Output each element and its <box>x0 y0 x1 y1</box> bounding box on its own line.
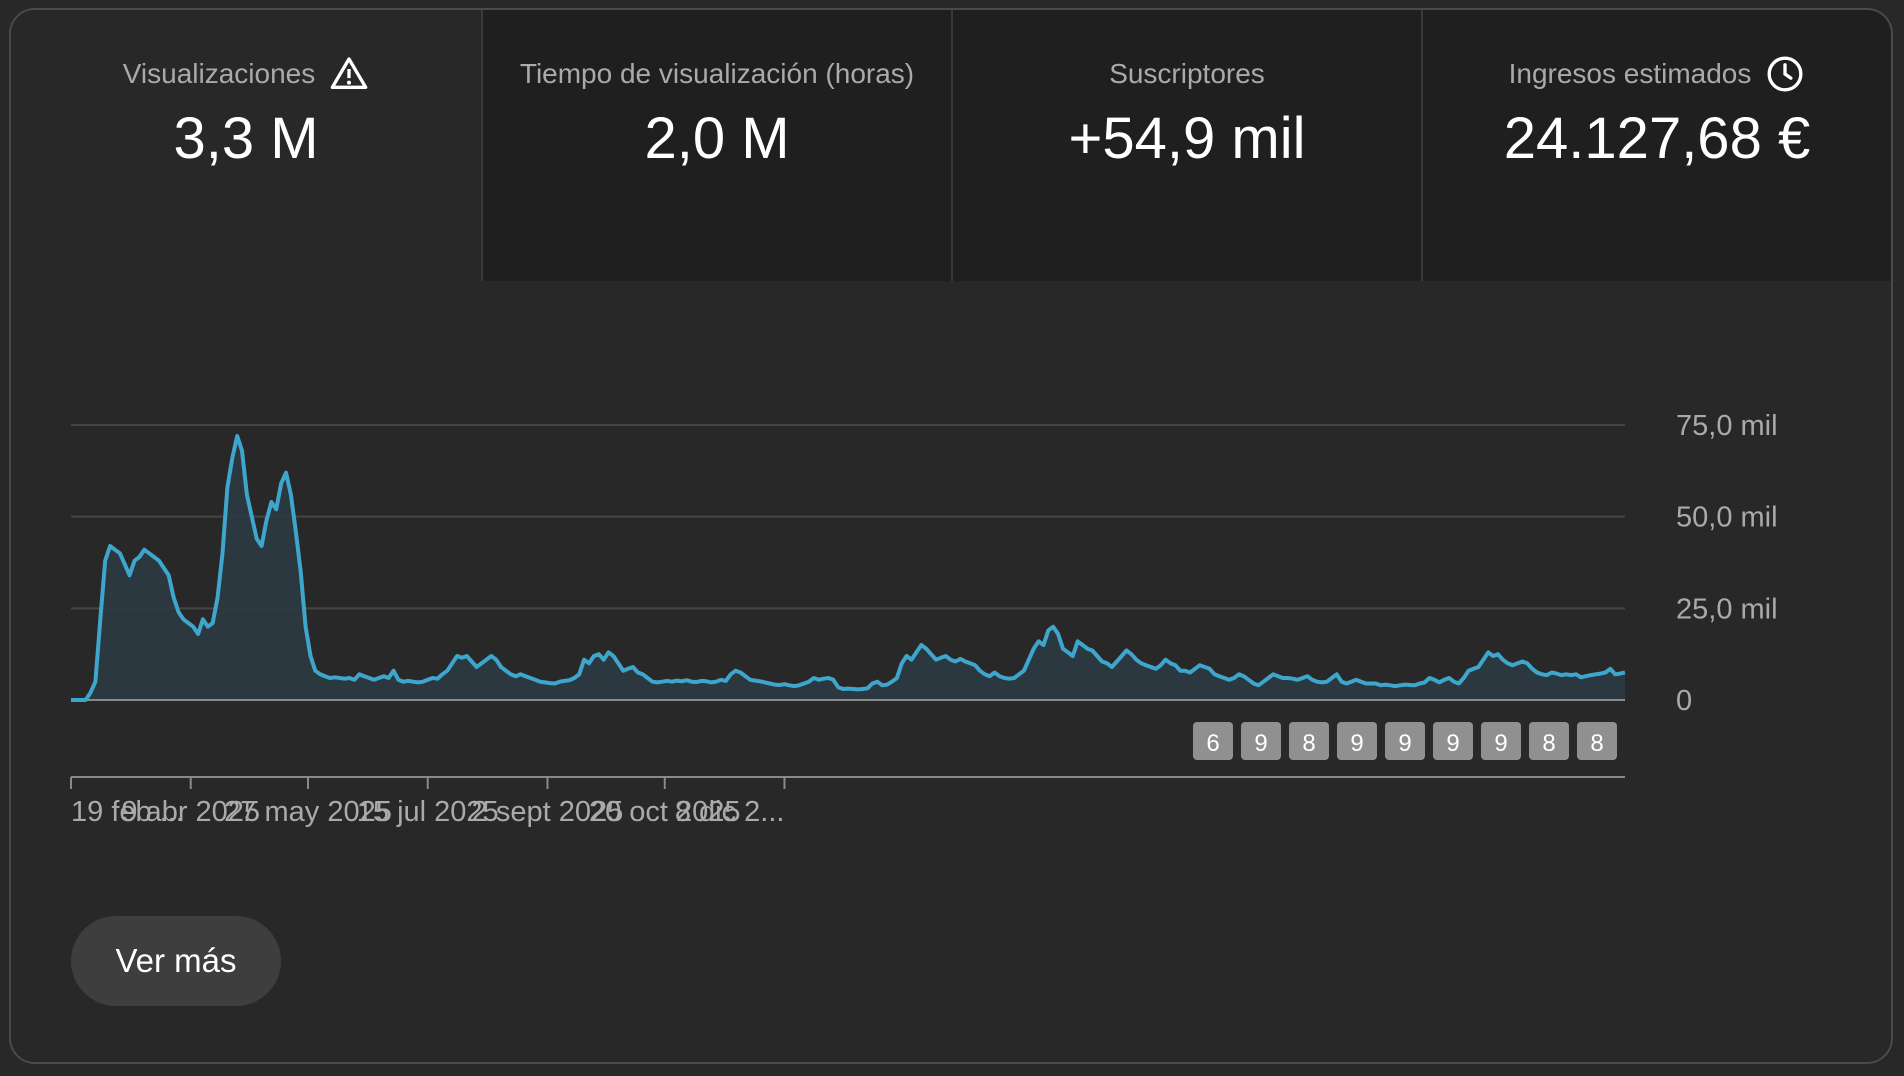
tab-title: Visualizaciones <box>11 54 481 94</box>
event-marker <box>1193 722 1233 760</box>
event-marker <box>1577 722 1617 760</box>
tab-revenue[interactable]: Ingresos estimados 24.127,68 € <box>1421 10 1891 281</box>
tab-value: 24.127,68 € <box>1503 106 1811 171</box>
warning-icon <box>330 57 368 90</box>
x-tick-label: 9 abr 2025 <box>121 796 260 828</box>
event-marker <box>1529 722 1569 760</box>
x-tick-label: 20 oct 2025 <box>589 796 741 828</box>
event-marker <box>1481 722 1521 760</box>
y-tick-label: 50,0 mil <box>1676 502 1778 534</box>
event-marker-label: 6 <box>1206 730 1219 757</box>
event-marker-label: 9 <box>1254 730 1267 757</box>
event-marker <box>1337 722 1377 760</box>
event-marker-label: 9 <box>1446 730 1459 757</box>
event-marker-label: 8 <box>1542 730 1555 757</box>
event-marker <box>1241 722 1281 760</box>
event-marker-label: 8 <box>1590 730 1603 757</box>
x-tick-label: 2 sept 2025 <box>472 796 624 828</box>
see-more-button[interactable]: Ver más <box>71 916 281 1006</box>
tab-value: 3,3 M <box>173 106 319 171</box>
event-marker <box>1289 722 1329 760</box>
event-marker-label: 8 <box>1302 730 1315 757</box>
chart-area: 0 25,0 mil 50,0 mil 75,0 mil 6 9 8 9 9 9 9 8 8 19 feb… <box>11 281 1891 841</box>
tab-watch-time[interactable]: Tiempo de visualización (horas) 2,0 M <box>481 10 951 281</box>
tab-title-label: Visualizaciones <box>122 58 316 89</box>
event-marker-label: 9 <box>1494 730 1507 757</box>
views-line-chart: 0 25,0 mil 50,0 mil 75,0 mil 6 9 8 9 9 9 9 8 8 19 feb… <box>70 410 1778 828</box>
x-tick-label: 27 may 2025 <box>224 796 392 828</box>
tab-subscribers[interactable]: Suscriptores +54,9 mil <box>951 10 1421 281</box>
x-tick-label: 8 dic 2... <box>675 796 785 828</box>
tab-title: Tiempo de visualización (horas) <box>483 54 951 94</box>
series-line <box>71 434 1626 702</box>
y-tick-label: 0 <box>1676 685 1692 717</box>
series-area <box>71 436 1625 700</box>
tab-title: Suscriptores <box>953 54 1421 94</box>
analytics-card: Visualizaciones 3,3 M Tiempo de visualiz… <box>9 8 1893 1064</box>
metric-tabs: Visualizaciones 3,3 M Tiempo de visualiz… <box>11 10 1891 281</box>
tab-title-label: Ingresos estimados <box>1508 58 1752 89</box>
tab-title-label: Suscriptores <box>1109 58 1265 89</box>
event-marker-label: 9 <box>1398 730 1411 757</box>
event-marker-label: 9 <box>1350 730 1363 757</box>
tab-value: 2,0 M <box>644 106 790 171</box>
x-tick-label: 19 feb ... <box>71 796 184 828</box>
tab-title: Ingresos estimados <box>1423 54 1891 94</box>
tab-views[interactable]: Visualizaciones 3,3 M <box>11 10 481 281</box>
event-marker <box>1433 722 1473 760</box>
clock-icon <box>1767 56 1803 92</box>
tab-value: +54,9 mil <box>1068 106 1306 171</box>
event-marker <box>1385 722 1425 760</box>
x-tick-label: 15 jul 2025 <box>357 796 499 828</box>
y-tick-label: 75,0 mil <box>1676 410 1778 442</box>
tab-title-label: Tiempo de visualización (horas) <box>519 58 915 89</box>
y-tick-label: 25,0 mil <box>1676 593 1778 625</box>
